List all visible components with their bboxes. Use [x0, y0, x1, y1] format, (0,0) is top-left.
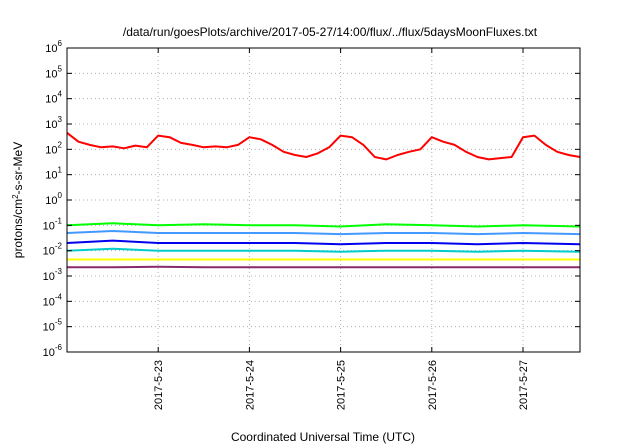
- series-line-1: [66, 132, 581, 161]
- y-tick-exponent: 4: [58, 90, 63, 99]
- y-tick-exponent: -1: [55, 216, 63, 225]
- y-tick-base: 10: [45, 144, 57, 156]
- y-tick-base: 10: [43, 271, 55, 283]
- y-tick-base: 10: [45, 119, 57, 131]
- y-tick-label: 10-1: [43, 216, 63, 232]
- y-tick-base: 10: [43, 322, 55, 334]
- y-tick-base: 10: [45, 43, 57, 55]
- y-tick-base: 10: [43, 246, 55, 258]
- x-tick-label: 2017-5-23: [153, 360, 165, 410]
- y-axis-title-sup: 2: [11, 194, 20, 199]
- y-tick-exponent: -6: [55, 343, 63, 352]
- y-tick-base: 10: [43, 347, 55, 359]
- y-axis-title-pre: protons/cm: [11, 199, 25, 258]
- y-tick-exponent: 2: [58, 140, 63, 149]
- series-layer: [66, 132, 581, 269]
- series-line-3: [66, 230, 581, 236]
- ticks-layer: [67, 47, 580, 353]
- x-tick-label: 2017-5-24: [244, 360, 256, 410]
- y-tick-exponent: -3: [55, 267, 63, 276]
- y-tick-label: 100: [45, 191, 62, 207]
- series-line-2: [66, 222, 581, 228]
- y-tick-label: 101: [45, 166, 62, 182]
- y-axis-title: protons/cm2-s-sr-MeV: [11, 142, 26, 258]
- y-tick-exponent: -4: [55, 292, 63, 301]
- x-tick-label: 2017-5-27: [518, 360, 530, 410]
- series-line-5: [66, 247, 581, 253]
- grid-layer: [67, 48, 580, 352]
- series-line-7: [67, 265, 580, 269]
- y-tick-label: 103: [45, 115, 62, 131]
- x-axis-title: Coordinated Universal Time (UTC): [231, 430, 415, 444]
- y-tick-exponent: 1: [58, 166, 63, 175]
- y-tick-base: 10: [45, 68, 57, 80]
- y-tick-exponent: 0: [58, 191, 63, 200]
- y-tick-base: 10: [43, 296, 55, 308]
- y-tick-exponent: 5: [58, 64, 63, 73]
- y-tick-base: 10: [45, 195, 57, 207]
- series-line-4: [66, 239, 581, 246]
- y-tick-label: 10-6: [43, 343, 63, 359]
- y-tick-base: 10: [45, 94, 57, 106]
- y-tick-label: 104: [45, 90, 62, 106]
- y-tick-exponent: 3: [58, 115, 63, 124]
- y-tick-exponent: 6: [58, 39, 63, 48]
- y-tick-label: 105: [45, 64, 62, 80]
- y-tick-label: 10-4: [43, 292, 63, 308]
- y-tick-exponent: -2: [55, 242, 63, 251]
- y-tick-base: 10: [43, 220, 55, 232]
- y-tick-label: 10-2: [43, 242, 63, 258]
- y-tick-base: 10: [45, 170, 57, 182]
- y-tick-label: 102: [45, 140, 62, 156]
- x-tick-label: 2017-5-26: [427, 360, 439, 410]
- y-axis-title-post: -s-sr-MeV: [11, 142, 25, 195]
- labels-layer: 10-610-510-410-310-210-11001011021031041…: [43, 39, 530, 410]
- chart-title: /data/run/goesPlots/archive/2017-05-27/1…: [123, 25, 538, 39]
- x-tick-label: 2017-5-25: [336, 360, 348, 410]
- y-tick-exponent: -5: [55, 318, 63, 327]
- y-tick-label: 106: [45, 39, 62, 55]
- y-tick-label: 10-3: [43, 267, 63, 283]
- y-tick-label: 10-5: [43, 318, 63, 334]
